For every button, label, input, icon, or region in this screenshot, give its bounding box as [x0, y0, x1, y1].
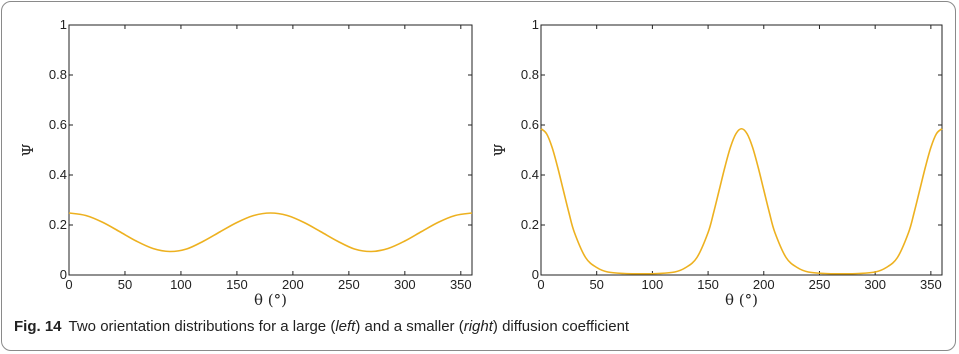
right-series-line	[540, 127, 943, 275]
right-x-tick-label: 250	[809, 277, 831, 292]
right-x-tick-label: 50	[589, 277, 603, 292]
left-y-tick-label: 0.2	[49, 217, 67, 232]
left-x-tick-label: 250	[338, 277, 360, 292]
right-y-tick-label: 1	[532, 17, 539, 32]
caption-italic-left: left	[335, 318, 356, 335]
right-x-axis-label: θ (°)	[725, 291, 758, 309]
left-x-tick-label: 200	[282, 277, 304, 292]
right-y-tick-label: 0.2	[521, 217, 539, 232]
figure-caption: Fig. 14 Two orientation distributions for…	[14, 318, 629, 335]
left-y-axis-label: Ψ	[19, 143, 37, 156]
left-y-tick-label: 0.6	[49, 117, 67, 132]
right-y-tick-label: 0.4	[521, 167, 539, 182]
chart-left: 0 0.2 0.4 0.6 0.8 1 0 50 100 150 200 250 300 350 θ (°)…	[19, 17, 473, 309]
left-y-tick-label: 0.4	[49, 167, 67, 182]
left-x-tick-label: 100	[170, 277, 192, 292]
caption-text-3: ) diffusion coefficient	[492, 318, 630, 335]
caption-text-2: ) and a smaller (	[355, 318, 464, 335]
right-x-tick-label: 150	[697, 277, 719, 292]
right-y-tick-label: 0.6	[521, 117, 539, 132]
left-y-tick-label: 1	[60, 17, 67, 32]
right-plot-frame	[540, 24, 943, 276]
right-x-tick-label: 350	[920, 277, 942, 292]
right-x-tick-label: 300	[864, 277, 886, 292]
left-x-tick-label: 300	[394, 277, 416, 292]
left-x-tick-label: 50	[118, 277, 132, 292]
left-plot-frame	[68, 24, 473, 276]
left-x-tick-label: 350	[450, 277, 472, 292]
left-x-axis-label: θ (°)	[254, 291, 287, 309]
left-x-tick-label: 150	[226, 277, 248, 292]
left-y-tick-label: 0.8	[49, 67, 67, 82]
right-x-tick-label: 100	[642, 277, 664, 292]
right-x-tick-label: 200	[753, 277, 775, 292]
right-y-tick-label: 0.8	[521, 67, 539, 82]
right-y-axis-label: Ψ	[491, 143, 509, 156]
caption-label: Fig. 14	[14, 318, 62, 335]
right-y-tick-label: 0	[532, 267, 539, 282]
right-x-tick-label: 0	[537, 277, 544, 292]
chart-right: 0 0.2 0.4 0.6 0.8 1 0 50 100 150 200 250 300 350 θ (°)…	[491, 17, 943, 309]
left-y-tick-label: 0	[60, 267, 67, 282]
caption-italic-right: right	[463, 318, 493, 335]
caption-text-1: Two orientation distributions for a larg…	[68, 318, 336, 335]
left-series-line	[68, 212, 473, 253]
left-x-tick-label: 0	[65, 277, 72, 292]
